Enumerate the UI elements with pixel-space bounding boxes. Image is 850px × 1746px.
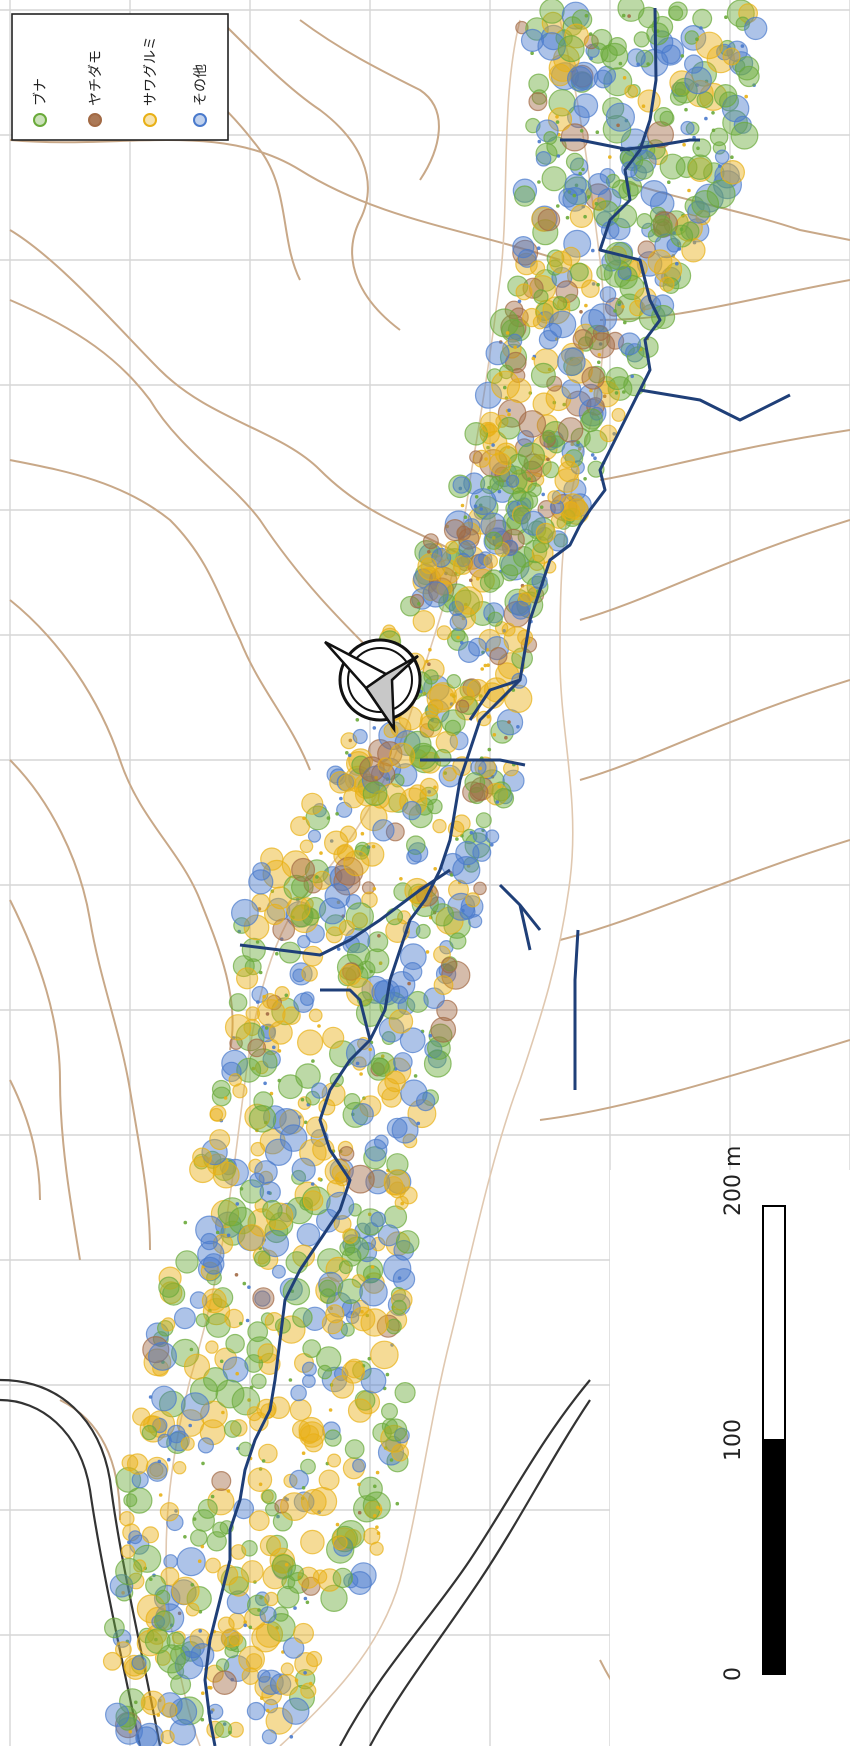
scale-label-3: 200 m <box>721 1146 746 1216</box>
scale-label-1: 0 <box>721 1667 746 1681</box>
legend-marker-1 <box>33 113 47 127</box>
legend-label-2: ヤチダモ <box>88 50 104 106</box>
stream-lines <box>203 7 791 1746</box>
legend-label-3: サワグルミ <box>143 36 159 106</box>
legend-marker-4 <box>193 113 207 127</box>
legend-marker-3 <box>143 113 157 127</box>
legend: ブナ ヤチダモ サワグルミ その他 <box>11 13 229 141</box>
scale-bar: 0 100 200 m <box>610 1146 850 1746</box>
tree-points <box>102 0 768 1746</box>
north-arrow-icon <box>324 638 422 734</box>
legend-label-1: ブナ <box>32 78 49 106</box>
legend-label-4: その他 <box>193 64 209 106</box>
valley-outline <box>165 19 605 1746</box>
legend-marker-2 <box>88 113 102 127</box>
scale-label-2: 100 <box>721 1419 746 1461</box>
